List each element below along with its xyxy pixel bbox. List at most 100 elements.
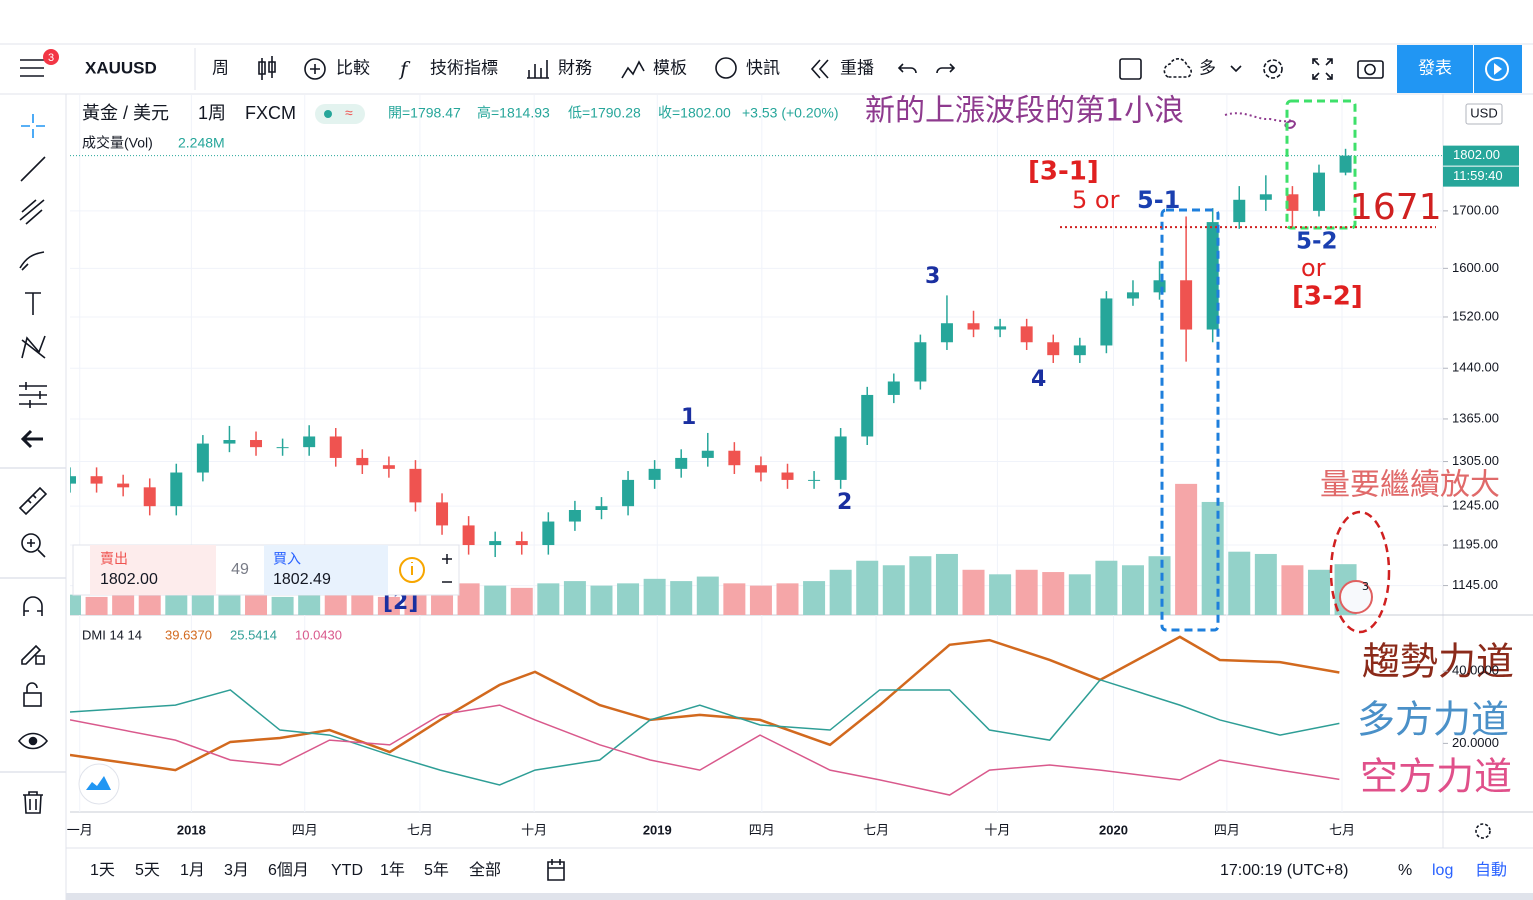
toolbar-button[interactable]: 模板 xyxy=(653,58,687,77)
measure-tool[interactable] xyxy=(18,486,48,516)
settings-icon xyxy=(1268,64,1278,74)
volume-bar xyxy=(962,569,985,615)
axis-settings[interactable] xyxy=(1475,823,1491,839)
range-button[interactable]: 1年 xyxy=(380,861,405,879)
last-price: 1802.00 xyxy=(1453,147,1500,162)
candle-body xyxy=(1286,194,1299,211)
highlight-box xyxy=(1160,208,1220,632)
settings-icon[interactable] xyxy=(1263,59,1283,79)
toolbar-button[interactable]: 重播 xyxy=(840,58,874,77)
info-icon[interactable] xyxy=(399,557,425,583)
range-button[interactable]: YTD xyxy=(331,862,363,879)
range-button[interactable]: 3月 xyxy=(224,862,249,879)
publish-button[interactable] xyxy=(1397,45,1473,93)
prediction-tool[interactable] xyxy=(19,382,47,408)
qty-buttons[interactable] xyxy=(442,554,452,583)
y-tick-label: 1145.00 xyxy=(1452,577,1498,592)
redo-icon[interactable] xyxy=(936,63,956,74)
zoom-tool[interactable] xyxy=(21,533,41,553)
candle-body xyxy=(1100,298,1113,346)
lock-tool[interactable] xyxy=(23,692,42,707)
bottom-bar: 1天 5天 1月 3月 6個月 YTD 1年 5年 全部 xyxy=(90,861,501,879)
legend-interval: 1周 xyxy=(198,103,226,123)
brush-tool[interactable] xyxy=(19,251,45,271)
visibility-tool[interactable] xyxy=(17,732,49,750)
chevron[interactable] xyxy=(1230,65,1242,73)
volume-bar xyxy=(510,587,533,615)
x-tick-label: 七月 xyxy=(407,822,433,837)
last-price-tag xyxy=(1443,145,1519,166)
chart-type-icon[interactable] xyxy=(258,56,276,80)
volume-bar xyxy=(377,596,400,615)
toolbar-button[interactable]: 快訊 xyxy=(746,58,780,77)
date-range-icon[interactable] xyxy=(547,859,565,881)
toolbar-button[interactable]: 財務 xyxy=(558,58,592,77)
volume-bar xyxy=(112,594,135,615)
magnet-tool[interactable] xyxy=(23,596,43,616)
y-tick-label: 1700.00 xyxy=(1452,202,1499,217)
candle-body xyxy=(462,525,475,546)
trash-tool[interactable] xyxy=(23,791,43,814)
toolbar-button[interactable]: 技術指標 xyxy=(430,58,498,77)
volume-bar xyxy=(351,594,374,615)
range-button[interactable]: 全部 xyxy=(469,861,501,879)
layout-icon[interactable] xyxy=(1119,58,1142,80)
events-icon[interactable] xyxy=(1339,580,1373,614)
trendline-tool[interactable] xyxy=(20,156,46,182)
volume-bar xyxy=(1121,565,1144,615)
status-pill[interactable] xyxy=(315,104,365,124)
visibility-tool xyxy=(28,736,38,746)
cloud-icon[interactable] xyxy=(1163,58,1192,78)
text-tool[interactable] xyxy=(25,292,41,315)
buy-button[interactable] xyxy=(264,545,388,595)
undo-icon[interactable] xyxy=(897,63,917,74)
range-button[interactable]: 5年 xyxy=(424,861,449,879)
toolbar-button[interactable]: 比較 xyxy=(336,58,370,77)
camera-icon[interactable] xyxy=(1357,60,1384,79)
draw-mode-tool[interactable] xyxy=(21,644,45,665)
candle-body xyxy=(967,323,980,330)
template-icon xyxy=(621,60,645,79)
status-icon: ≈ xyxy=(345,105,353,121)
legend-source: FXCM xyxy=(245,103,296,123)
compare-icon[interactable] xyxy=(304,58,326,80)
volume-bar xyxy=(457,583,480,615)
percent-toggle[interactable]: % xyxy=(1398,862,1412,879)
volume-bar xyxy=(324,592,347,615)
annotation: 5 or xyxy=(1072,186,1120,214)
candle-body xyxy=(117,483,130,488)
candle-body xyxy=(70,476,76,484)
pattern-tool[interactable] xyxy=(21,335,46,359)
range-button[interactable]: 1月 xyxy=(180,862,205,879)
back-tool[interactable] xyxy=(20,429,43,449)
candle-body xyxy=(223,440,236,444)
ohlc-value: +3.53 (+0.20%) xyxy=(742,105,839,121)
menu-icon[interactable] xyxy=(20,59,44,77)
auto-toggle[interactable]: 自動 xyxy=(1475,861,1507,879)
indicator-line xyxy=(70,704,1340,796)
volume-bar xyxy=(643,578,666,615)
crosshair-tool[interactable] xyxy=(21,114,45,138)
volume-bar xyxy=(1095,560,1118,615)
layout-name[interactable]: 多 xyxy=(1199,58,1216,77)
range-button[interactable]: 1天 xyxy=(90,862,115,879)
candle-body xyxy=(1180,280,1193,330)
pitchfork-tool[interactable] xyxy=(19,199,45,225)
range-button[interactable]: 5天 xyxy=(135,862,160,879)
volume-bar xyxy=(1307,569,1330,615)
y-tick-label: 40.0000 xyxy=(1452,663,1499,678)
candle-body xyxy=(196,443,209,473)
sell-button[interactable] xyxy=(90,545,216,595)
publish-label: 發表 xyxy=(1418,58,1452,77)
candle-body xyxy=(622,479,635,507)
y-tick-label: 1520.00 xyxy=(1452,308,1499,323)
clock: 17:00:19 (UTC+8) xyxy=(1220,862,1349,879)
events-count: 3 xyxy=(1362,580,1369,593)
fullscreen-icon[interactable] xyxy=(1312,58,1333,80)
camera-icon xyxy=(1364,63,1376,76)
symbol[interactable]: XAUUSD xyxy=(85,58,157,77)
log-toggle[interactable]: log xyxy=(1432,862,1453,879)
interval[interactable]: 周 xyxy=(212,58,229,77)
range-button[interactable]: 6個月 xyxy=(268,861,309,879)
currency-box[interactable] xyxy=(1465,103,1503,125)
